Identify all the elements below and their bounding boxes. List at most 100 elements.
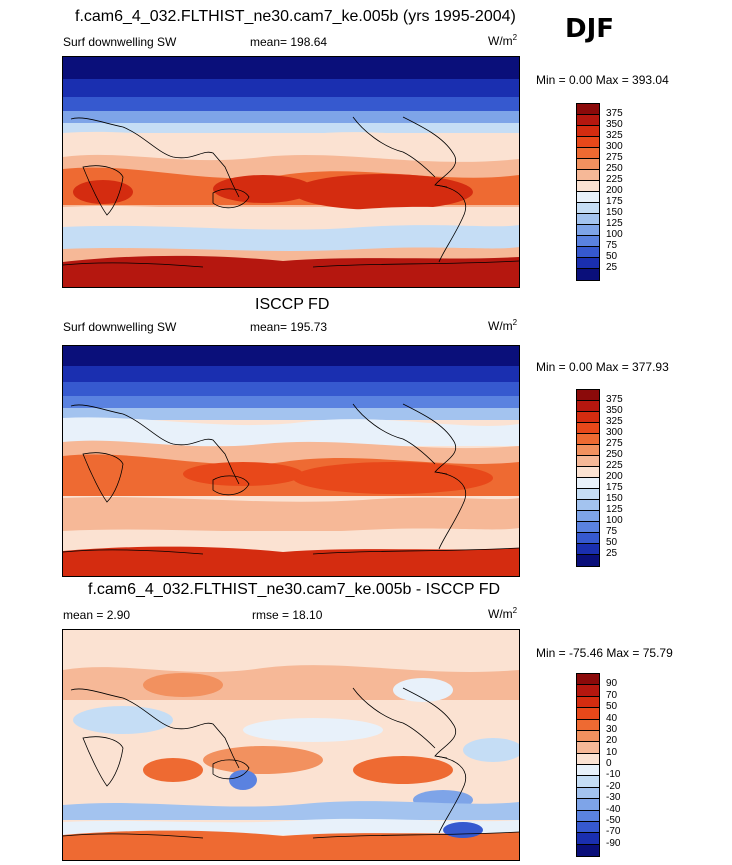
- colorbar-tick-label: 350: [606, 119, 623, 130]
- colorbar-tick-label: 175: [606, 196, 623, 207]
- colorbar-segment: [577, 115, 599, 126]
- colorbar-segment: [577, 478, 599, 489]
- minmax-label: Min = 0.00 Max = 377.93: [536, 360, 669, 374]
- colorbar-tick-label: 25: [606, 548, 618, 559]
- colorbar-segment: [577, 401, 599, 412]
- colorbar-tick-label: 250: [606, 163, 623, 174]
- colorbar-tick-label: 300: [606, 427, 623, 438]
- colorbar-tick-label: 30: [606, 723, 618, 735]
- colorbar-segment: [577, 776, 599, 788]
- colorbar-tick-label: 325: [606, 416, 623, 427]
- colorbar-tick-label: 275: [606, 438, 623, 449]
- colorbar: [576, 389, 600, 567]
- colorbar-tick-label: 50: [606, 701, 618, 713]
- colorbar-segment: [577, 799, 599, 811]
- colorbar-tick-label: 10: [606, 746, 618, 758]
- colorbar-tick-label: -50: [606, 814, 621, 826]
- colorbar-segment: [577, 708, 599, 720]
- colorbar-segment: [577, 269, 599, 280]
- colorbar-tick-label: 200: [606, 471, 623, 482]
- colorbar-tick-label: 275: [606, 152, 623, 163]
- colorbar-tick-label: -70: [606, 826, 621, 838]
- colorbar-tick-label: 175: [606, 482, 623, 493]
- colorbar-segment: [577, 467, 599, 478]
- colorbar-tick-label: 375: [606, 394, 623, 405]
- colorbar-tick-label: 200: [606, 185, 623, 196]
- colorbar-labels: 375 350 325 300 275 250 225 200 175 150 125 100 75 50…: [606, 103, 646, 279]
- colorbar-tick-label: 0: [606, 758, 612, 769]
- colorbar-tick-label: 70: [606, 689, 618, 701]
- colorbar-segment: [577, 181, 599, 192]
- mean-label: mean = 2.90: [63, 608, 131, 622]
- colorbar-segment: [577, 104, 599, 115]
- colorbar-tick-label: 125: [606, 504, 623, 515]
- colorbar-segment: [577, 555, 599, 566]
- colorbar-segment: [577, 730, 599, 743]
- colorbar-segment: [577, 821, 599, 834]
- colorbar-segment: [577, 258, 599, 269]
- rmse-label: rmse = 18.10: [252, 608, 323, 622]
- colorbar-segment: [577, 742, 599, 754]
- colorbar-segment: [577, 126, 599, 137]
- colorbar-tick-label: 25: [606, 262, 618, 273]
- colorbar-segment: [577, 412, 599, 423]
- colorbar-segment: [577, 489, 599, 500]
- map-plot: [62, 56, 520, 288]
- units-label: W/m2: [488, 318, 518, 333]
- map-field: [63, 346, 519, 576]
- colorbar-tick-label: -10: [606, 769, 621, 781]
- colorbar-tick-label: -20: [606, 780, 621, 792]
- colorbar-segment: [577, 765, 599, 777]
- minmax-label: Min = -75.46 Max = 75.79: [536, 646, 673, 660]
- colorbar-tick-label: 20: [606, 735, 618, 747]
- colorbar-tick-label: 75: [606, 240, 618, 251]
- colorbar-segment: [577, 236, 599, 247]
- colorbar-tick-label: 350: [606, 405, 623, 416]
- map-field: [63, 630, 519, 860]
- colorbar-tick-label: -30: [606, 792, 621, 804]
- colorbar: [576, 103, 600, 281]
- colorbar-segment: [577, 500, 599, 511]
- colorbar-tick-label: 325: [606, 130, 623, 141]
- colorbar-segment: [577, 544, 599, 555]
- colorbar-labels: 375 350 325 300 275 250 225 200 175 150 125 100 75 50…: [606, 389, 646, 565]
- colorbar-segment: [577, 137, 599, 148]
- colorbar-segment: [577, 787, 599, 800]
- panel-title: f.cam6_4_032.FLTHIST_ne30.cam7_ke.005b -…: [88, 581, 501, 598]
- colorbar-segment: [577, 456, 599, 467]
- colorbar-segment: [577, 159, 599, 170]
- minmax-label: Min = 0.00 Max = 393.04: [536, 73, 669, 87]
- season-label: DJF: [565, 14, 615, 44]
- colorbar-segment: [577, 753, 599, 765]
- colorbar-segment: [577, 214, 599, 225]
- map-plot: [62, 345, 520, 577]
- variable-label: Surf downwelling SW: [63, 320, 177, 334]
- colorbar-segment: [577, 522, 599, 533]
- colorbar-tick-label: 50: [606, 537, 618, 548]
- variable-label: Surf downwelling SW: [63, 35, 177, 49]
- colorbar-tick-label: 100: [606, 229, 623, 240]
- colorbar-tick-label: 90: [606, 678, 618, 690]
- colorbar-segment: [577, 203, 599, 214]
- colorbar-tick-label: 375: [606, 108, 623, 119]
- colorbar-tick-label: 250: [606, 449, 623, 460]
- colorbar-tick-label: 225: [606, 460, 623, 471]
- colorbar-segment: [577, 674, 599, 686]
- colorbar-segment: [577, 696, 599, 709]
- colorbar-labels: 90 70 50 40 30 20 10 0 -10 -20 -30 -40 -50 -70 -90: [606, 673, 646, 855]
- colorbar-segment: [577, 533, 599, 544]
- colorbar-segment: [577, 833, 599, 845]
- colorbar-segment: [577, 511, 599, 522]
- colorbar-tick-label: -90: [606, 837, 621, 849]
- colorbar-tick-label: 125: [606, 218, 623, 229]
- colorbar-tick-label: 100: [606, 515, 623, 526]
- colorbar-tick-label: 300: [606, 141, 623, 152]
- colorbar: [576, 673, 600, 857]
- colorbar-tick-label: 75: [606, 526, 618, 537]
- panel-title: f.cam6_4_032.FLTHIST_ne30.cam7_ke.005b (…: [75, 8, 516, 25]
- colorbar-tick-label: -40: [606, 803, 621, 815]
- colorbar-segment: [577, 810, 599, 822]
- colorbar-segment: [577, 719, 599, 731]
- panel-title: ISCCP FD: [255, 296, 330, 313]
- colorbar-segment: [577, 390, 599, 401]
